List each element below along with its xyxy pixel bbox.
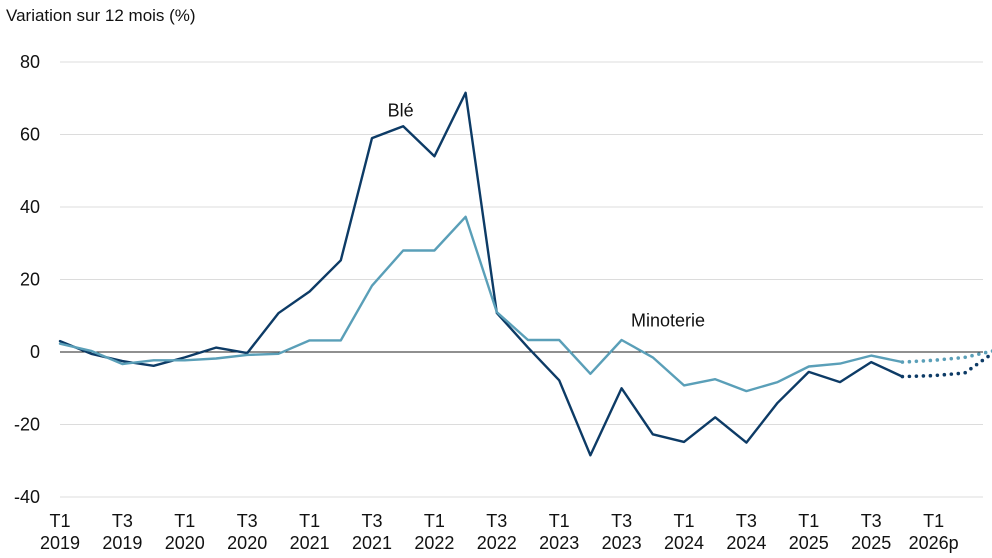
series-annotation: Blé	[388, 100, 414, 120]
series-line-minoterie	[58, 215, 904, 393]
x-tick-year: 2020	[227, 533, 267, 553]
x-tick-quarter: T1	[424, 511, 445, 531]
series-line-ble	[58, 91, 904, 457]
x-tick-quarter: T1	[174, 511, 195, 531]
x-tick-quarter: T3	[237, 511, 258, 531]
gridlines	[60, 61, 983, 498]
x-tick-quarter: T1	[299, 511, 320, 531]
x-tick-quarter: T3	[361, 511, 382, 531]
x-tick-year: 2024	[726, 533, 766, 553]
y-tick-label: 20	[20, 270, 40, 290]
x-tick-year: 2026p	[909, 533, 959, 553]
y-tick-label: -40	[14, 487, 40, 507]
y-tick-label: 60	[20, 125, 40, 145]
x-tick-year: 2025	[789, 533, 829, 553]
y-tick-label: -20	[14, 415, 40, 435]
x-tick-quarter: T3	[486, 511, 507, 531]
x-tick-year: 2023	[602, 533, 642, 553]
x-tick-year: 2020	[165, 533, 205, 553]
y-tick-label: 40	[20, 197, 40, 217]
x-tick-year: 2023	[539, 533, 579, 553]
x-tick-year: 2022	[477, 533, 517, 553]
forecast-line	[900, 349, 992, 364]
x-tick-quarter: T3	[861, 511, 882, 531]
x-tick-quarter: T1	[673, 511, 694, 531]
annotations: Blé Minoterie	[388, 100, 705, 330]
y-tick-label: 80	[20, 52, 40, 72]
y-axis-title: Variation sur 12 mois (%)	[6, 6, 196, 25]
y-tick-label: 0	[30, 342, 40, 362]
x-tick-year: 2019	[102, 533, 142, 553]
series-lines	[58, 91, 992, 457]
x-tick-quarter: T1	[798, 511, 819, 531]
x-tick-quarter: T3	[611, 511, 632, 531]
forecast-line	[900, 351, 992, 379]
x-tick-quarter: T3	[112, 511, 133, 531]
x-tick-year: 2021	[290, 533, 330, 553]
x-tick-quarter: T3	[736, 511, 757, 531]
x-tick-year: 2025	[851, 533, 891, 553]
x-tick-year: 2021	[352, 533, 392, 553]
x-tick-labels: T12019T32019T12020T32020T12021T32021T120…	[40, 511, 959, 553]
x-tick-year: 2022	[414, 533, 454, 553]
series-annotation: Minoterie	[631, 311, 705, 331]
x-tick-year: 2024	[664, 533, 704, 553]
x-tick-year: 2019	[40, 533, 80, 553]
x-tick-quarter: T1	[549, 511, 570, 531]
x-tick-quarter: T1	[923, 511, 944, 531]
x-tick-quarter: T1	[49, 511, 70, 531]
y-tick-labels: -40 -20 0 20 40 60 80	[14, 52, 40, 507]
